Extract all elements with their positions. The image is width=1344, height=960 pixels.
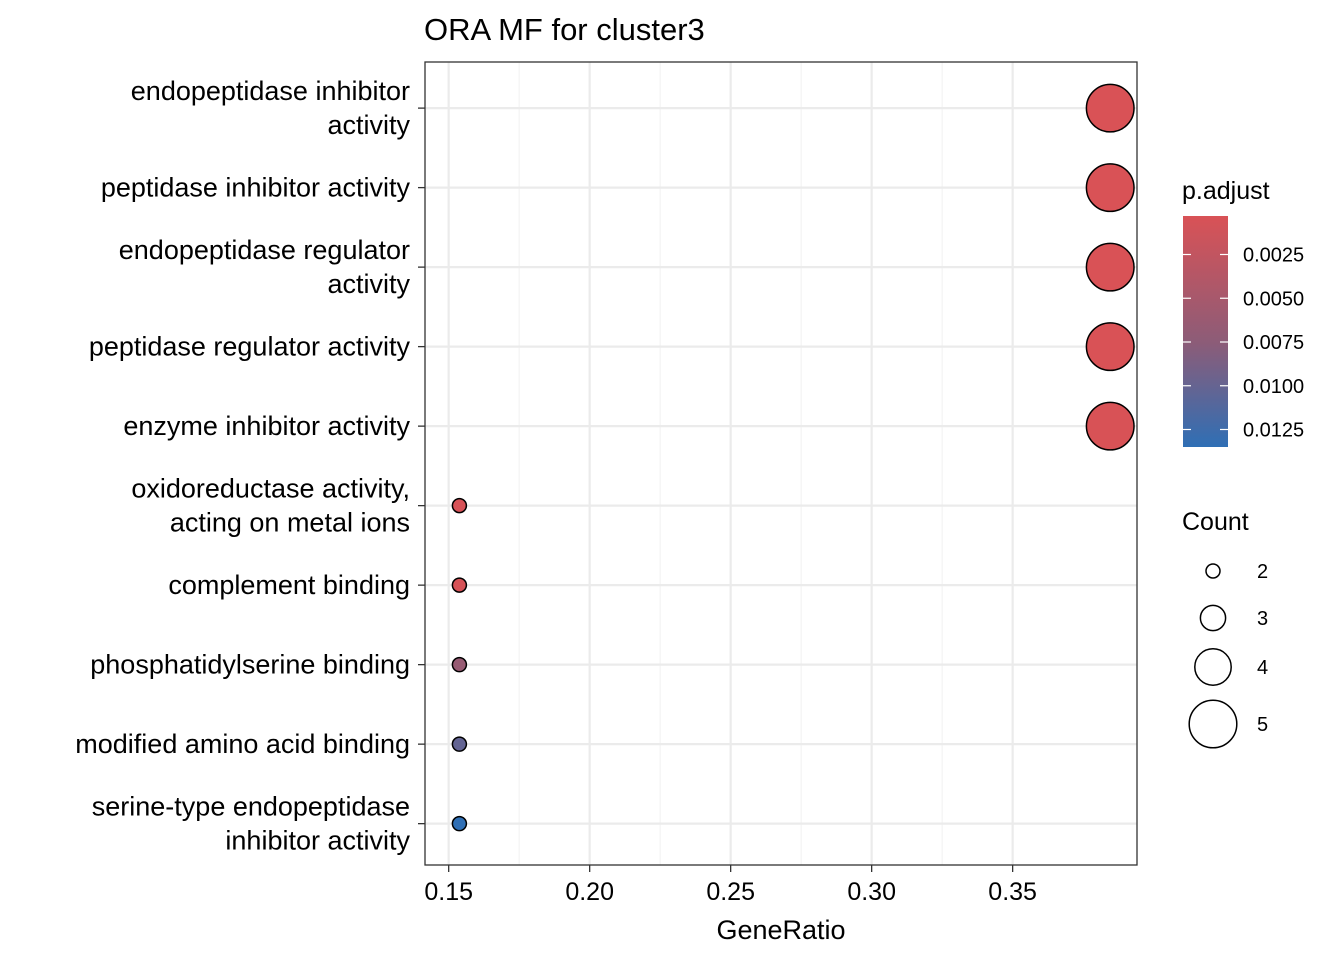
y-tick-label: phosphatidylserine binding (90, 650, 410, 680)
y-axis: endopeptidase inhibitor activity peptidase… (75, 76, 425, 856)
color-legend-bar (1183, 216, 1228, 447)
y-tick-label: complement binding (168, 570, 410, 600)
data-point (1085, 401, 1135, 451)
color-legend: p.adjust 0.0025 0.0050 0.0075 0.0100 0.0125 (1182, 177, 1304, 447)
plot-panel (424, 61, 1138, 866)
data-point (1085, 83, 1135, 133)
data-point (1085, 163, 1135, 213)
y-tick-label: peptidase inhibitor activity (101, 173, 411, 203)
color-legend-tick-label: 0.0100 (1243, 376, 1304, 398)
size-legend-label: 5 (1257, 714, 1268, 736)
size-legend: Count 2 3 4 5 (1182, 508, 1268, 749)
size-legend-key (1205, 563, 1221, 579)
size-legend-key (1199, 604, 1227, 632)
data-point (451, 656, 468, 673)
data-point (451, 815, 468, 832)
x-tick-label: 0.30 (847, 878, 896, 906)
size-legend-keys: 2 3 4 5 (1188, 561, 1268, 749)
size-legend-label: 4 (1257, 657, 1268, 679)
data-point (1085, 322, 1135, 372)
x-tick-label: 0.20 (565, 878, 614, 906)
chart-title: ORA MF for cluster3 (424, 12, 705, 47)
data-point (451, 736, 468, 752)
color-legend-tick-label: 0.0025 (1243, 245, 1304, 267)
size-legend-key (1194, 648, 1232, 686)
y-tick-label: oxidoreductase activity, acting on metal … (131, 474, 410, 538)
color-legend-tick-label: 0.0125 (1243, 420, 1304, 442)
x-axis: 0.15 0.20 0.25 0.30 0.35 (424, 865, 1037, 906)
size-legend-label: 2 (1257, 561, 1268, 583)
grid (425, 62, 1137, 865)
x-tick-label: 0.15 (424, 878, 473, 906)
y-tick-label: peptidase regulator activity (89, 332, 411, 362)
color-legend-tick-label: 0.0050 (1243, 288, 1304, 310)
data-points (451, 83, 1135, 832)
y-tick-label: modified amino acid binding (75, 729, 410, 759)
color-legend-title: p.adjust (1182, 177, 1270, 205)
x-axis-label: GeneRatio (716, 915, 845, 945)
data-point (1085, 242, 1135, 292)
size-legend-title: Count (1182, 508, 1249, 536)
data-point (451, 497, 468, 514)
y-tick-label: serine-type endopeptidase inhibitor activ… (92, 792, 411, 856)
x-tick-label: 0.35 (988, 878, 1037, 906)
data-point (451, 577, 468, 593)
y-tick-label: endopeptidase inhibitor activity (131, 76, 411, 140)
x-tick-label: 0.25 (706, 878, 755, 906)
y-tick-label: endopeptidase regulator activity (119, 235, 411, 299)
color-legend-tick-label: 0.0075 (1243, 332, 1304, 354)
color-legend-ticks: 0.0025 0.0050 0.0075 0.0100 0.0125 (1183, 245, 1304, 442)
size-legend-label: 3 (1257, 608, 1268, 630)
size-legend-key (1188, 699, 1238, 749)
y-tick-label: enzyme inhibitor activity (123, 411, 410, 441)
